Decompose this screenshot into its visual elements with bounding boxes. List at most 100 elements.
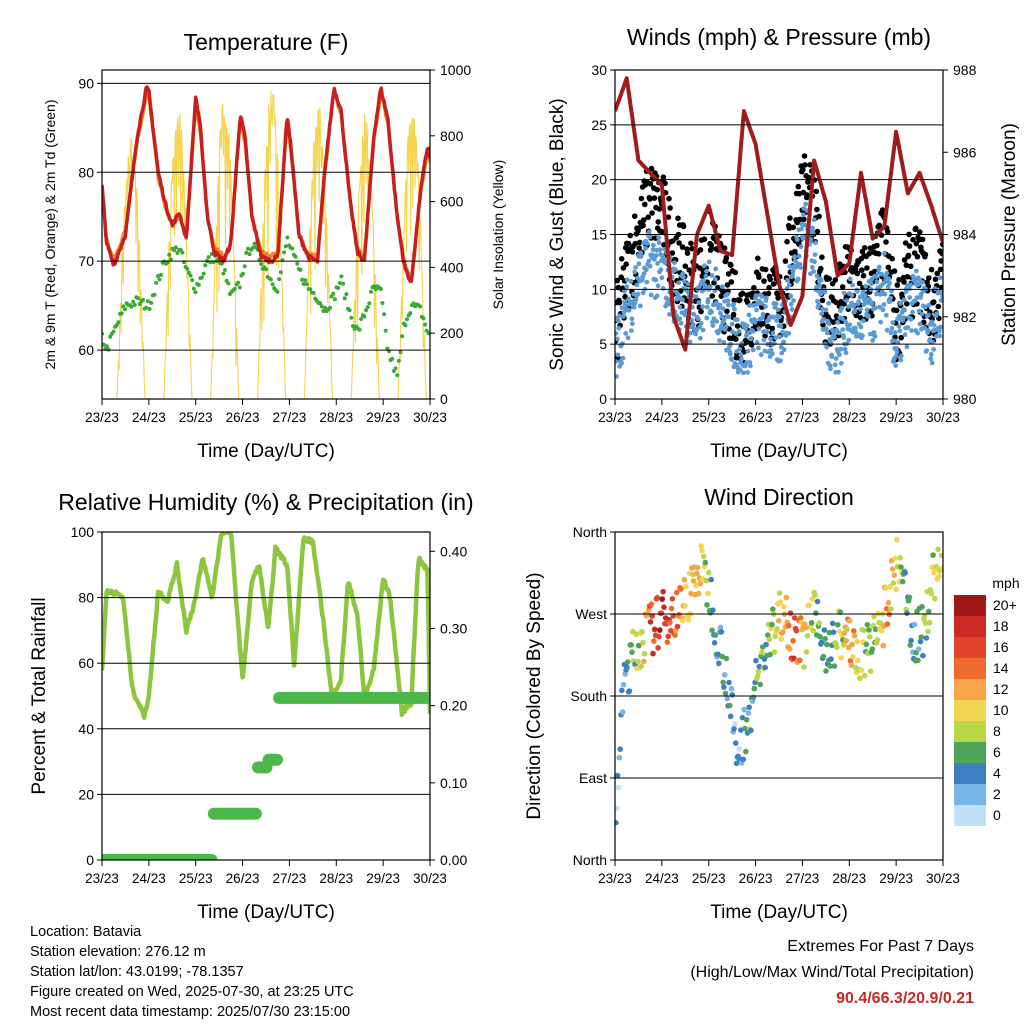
humidity-ytick-label: 60 — [78, 655, 94, 671]
wind-point — [615, 318, 621, 324]
wind-point — [662, 260, 668, 266]
wind-point — [902, 332, 908, 338]
extremes-subtitle: (High/Low/Max Wind/Total Precipitation) — [690, 964, 974, 981]
wind-point — [877, 304, 883, 310]
wind-point — [841, 290, 847, 296]
wind-point — [666, 301, 672, 307]
direction-point — [682, 603, 688, 609]
dewpoint-point — [298, 267, 303, 272]
wind-point — [726, 302, 731, 308]
winds-xtick-label: 23/23 — [598, 410, 632, 425]
wind_direction-title: Wind Direction — [704, 484, 854, 510]
dewpoint-point — [283, 244, 288, 249]
wind-point — [659, 275, 665, 281]
dewpoint-point — [147, 307, 152, 311]
dewpoint-point — [378, 287, 383, 291]
direction-point — [826, 629, 833, 636]
wind-point — [615, 352, 621, 358]
dewpoint-point — [244, 250, 249, 255]
wind-point — [898, 357, 904, 363]
dewpoint-point — [278, 270, 283, 275]
gust-point — [697, 247, 704, 253]
winds-title: Winds (mph) & Pressure (mb) — [627, 24, 931, 50]
direction-point — [712, 632, 719, 638]
direction-point — [848, 662, 855, 668]
latlon-text: Station lat/lon: 43.0199; -78.1357 — [30, 964, 244, 980]
wind-point — [917, 321, 923, 327]
direction-point — [830, 629, 837, 635]
gust-point — [904, 274, 911, 280]
created-text: Figure created on Wed, 2025-07-30, at 23… — [30, 984, 354, 1000]
wind-point — [697, 324, 703, 330]
colorbar-label: 4 — [993, 765, 1001, 781]
dewpoint-point — [365, 305, 370, 310]
direction-point — [778, 636, 784, 642]
wind-point — [615, 359, 618, 364]
wind-point — [860, 333, 865, 339]
gust-point — [734, 323, 741, 329]
gust-point — [682, 263, 689, 270]
gust-point — [676, 240, 682, 246]
wind-point — [700, 304, 705, 310]
dewpoint-point — [236, 280, 241, 285]
wind-point — [812, 259, 817, 265]
wind-point — [888, 330, 894, 336]
colorbar-swatch — [954, 700, 986, 721]
wind-point — [738, 352, 744, 358]
wind-point — [777, 334, 783, 340]
dewpoint-point — [141, 297, 145, 302]
insolation-line — [350, 113, 380, 399]
wind-point — [763, 295, 769, 301]
direction-point — [617, 746, 623, 752]
wind-point — [718, 310, 723, 316]
dewpoint-point — [111, 329, 116, 334]
wind-point — [761, 337, 767, 343]
direction-point — [750, 694, 757, 701]
wind-point — [734, 317, 740, 323]
direction-point — [731, 726, 737, 732]
direction-point — [757, 681, 763, 688]
gust-point — [684, 246, 690, 252]
direction-point — [812, 592, 818, 598]
direction-point — [668, 605, 675, 612]
gust-point — [636, 245, 642, 251]
wind-point — [924, 348, 929, 353]
direction-point — [693, 582, 699, 589]
wind-point — [710, 323, 716, 328]
gust-point — [903, 262, 910, 269]
direction-point — [847, 658, 854, 664]
gust-point — [876, 222, 883, 229]
wind-point — [771, 340, 777, 346]
wind-point — [690, 322, 696, 328]
temperature-panel: 60 70 80 90 23/23 24/23 25/23 26/23 27/23 28/23 29… — [42, 29, 506, 462]
direction-point — [763, 641, 769, 648]
humidity-title: Relative Humidity (%) & Precipitation (i… — [58, 489, 473, 515]
winds-panel: 0 5 10 15 20 25 30 23/23 24/23 25/23 26/23 27/23 28/… — [547, 24, 1020, 462]
gust-point — [688, 240, 694, 247]
winds-xtick-label: 28/23 — [832, 410, 866, 425]
dewpoint-point — [337, 281, 342, 285]
direction-point — [939, 565, 943, 571]
wind-point — [871, 330, 877, 335]
wind-point — [746, 330, 751, 336]
direction-point — [639, 628, 645, 635]
wind-point — [620, 355, 626, 361]
wind-point — [844, 298, 849, 303]
wind-point — [654, 293, 660, 299]
gust-point — [919, 236, 926, 243]
wind-point — [768, 347, 774, 353]
wind_direction-xlabel: Time (Day/UTC) — [710, 902, 848, 923]
humidity-ytick-label: 40 — [78, 721, 94, 737]
wind_direction-xtick-label: 27/23 — [786, 871, 820, 886]
dewpoint-point — [359, 317, 364, 321]
gust-point — [866, 250, 872, 257]
wind-point — [774, 318, 780, 323]
wind-point — [907, 295, 913, 300]
wind-point — [932, 286, 938, 291]
wind-point — [788, 293, 794, 299]
wind-point — [832, 362, 838, 368]
gust-point — [922, 251, 929, 258]
gust-point — [724, 282, 731, 288]
gust-point — [784, 238, 790, 245]
direction-point — [820, 653, 827, 660]
